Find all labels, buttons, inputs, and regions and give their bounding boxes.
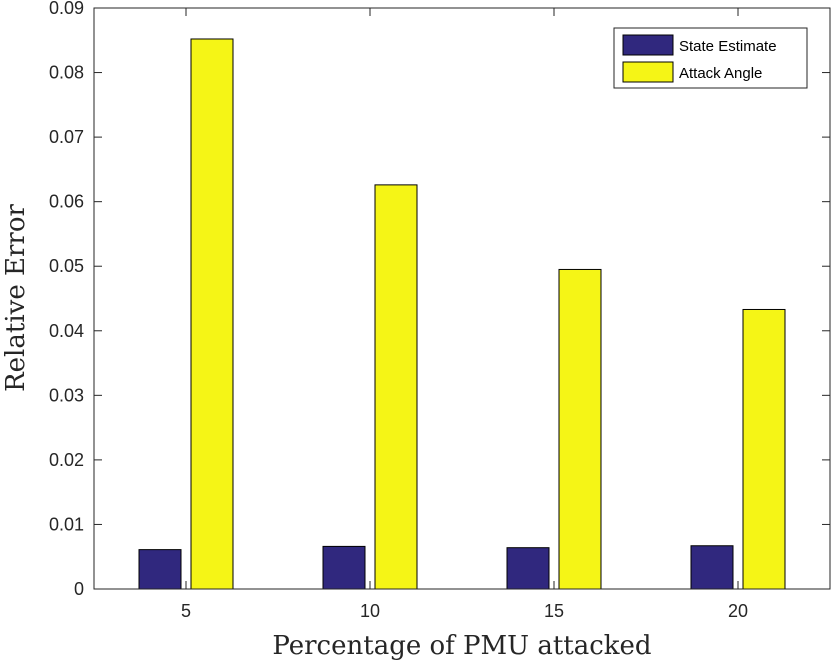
bar-attack-angle-15	[558, 268, 602, 590]
bar-state-estimate-10	[322, 545, 366, 590]
bars-group	[138, 38, 786, 590]
bar-attack-angle-5	[190, 38, 234, 590]
y-tick-label: 0.03	[49, 385, 84, 405]
x-axis: 5 10 15 20	[181, 8, 748, 621]
y-axis: 0 0.01 0.02 0.03 0.04 0.05 0.06 0.07 0.08 0.09	[49, 0, 830, 599]
legend-swatch-state-estimate	[622, 34, 674, 56]
legend-label-attack-angle: Attack Angle	[679, 65, 762, 82]
x-tick-label: 10	[360, 601, 380, 621]
y-tick-label: 0.06	[49, 192, 84, 212]
y-tick-label: 0.01	[49, 514, 84, 534]
bar-state-estimate-20	[690, 545, 734, 590]
y-axis-title: Relative Error	[1, 204, 31, 392]
legend: State Estimate Attack Angle	[613, 27, 808, 89]
bar-attack-angle-10	[374, 184, 418, 590]
plot-area-frame	[93, 7, 831, 590]
y-tick-label: 0.04	[49, 321, 84, 341]
y-tick-label: 0.09	[49, 0, 84, 18]
x-tick-label: 20	[728, 601, 748, 621]
x-axis-title: Percentage of PMU attacked	[272, 631, 651, 661]
bar-state-estimate-5	[138, 549, 182, 590]
x-tick-label: 5	[181, 601, 191, 621]
y-tick-label: 0	[74, 579, 84, 599]
legend-label-state-estimate: State Estimate	[679, 38, 777, 55]
bar-attack-angle-20	[742, 308, 786, 590]
y-tick-label: 0.02	[49, 450, 84, 470]
x-tick-label: 15	[544, 601, 564, 621]
legend-swatch-attack-angle	[622, 61, 674, 83]
y-tick-label: 0.05	[49, 256, 84, 276]
y-tick-label: 0.08	[49, 63, 84, 83]
y-tick-label: 0.07	[49, 127, 84, 147]
bar-state-estimate-15	[506, 547, 550, 590]
